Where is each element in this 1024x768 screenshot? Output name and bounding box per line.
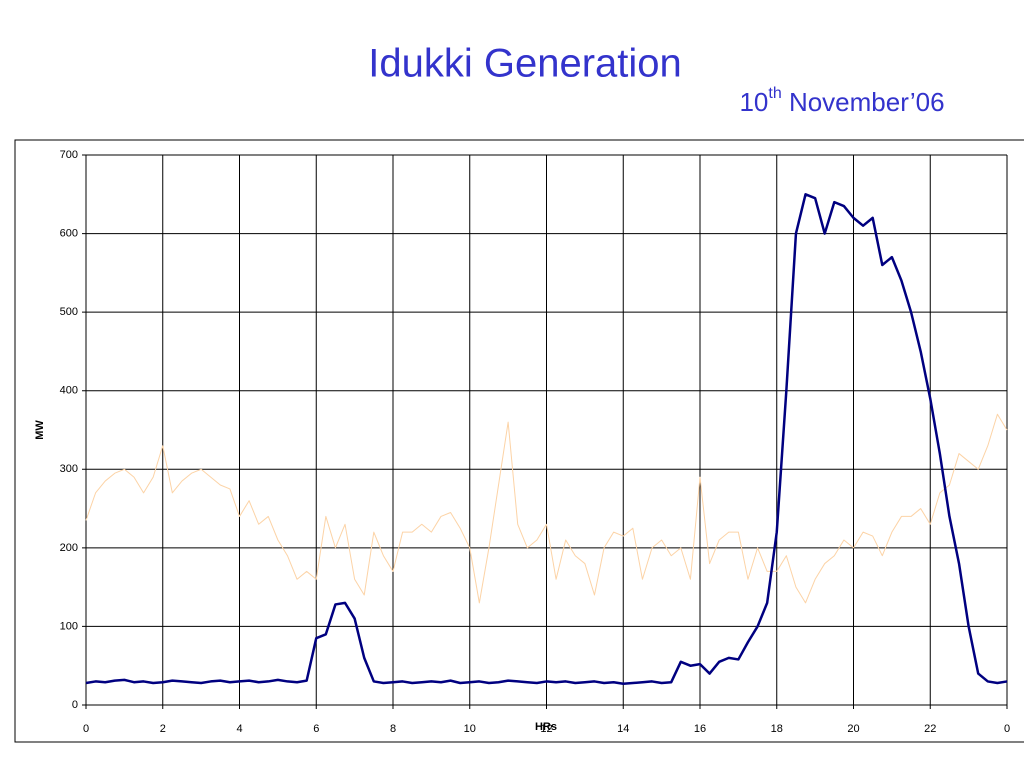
y-tick-label: 200: [60, 542, 78, 554]
line-series: [85, 413, 1008, 604]
y-axis-label: MW: [34, 420, 46, 440]
x-tick-label: 0: [1004, 723, 1010, 735]
x-tick-label: 20: [847, 723, 859, 735]
subtitle-suffix: th: [768, 85, 781, 102]
x-tick-label: 6: [313, 723, 319, 735]
chart-subtitle: 10th November’06: [739, 85, 944, 117]
x-tick-label: 10: [464, 723, 476, 735]
x-tick-label: 0: [83, 723, 89, 735]
x-tick-label: 4: [236, 723, 242, 735]
x-tick-label: 14: [617, 723, 629, 735]
x-axis-label: HRs: [535, 721, 557, 733]
y-tick-label: 100: [60, 620, 78, 632]
chart-frame: [14, 139, 1024, 743]
y-tick-label: 300: [60, 463, 78, 475]
x-tick-label: 2: [160, 723, 166, 735]
y-tick-label: 0: [72, 699, 78, 711]
x-tick-label: 18: [771, 723, 783, 735]
subtitle-rest: November’06: [782, 87, 945, 117]
x-tick-label: 22: [924, 723, 936, 735]
y-tick-label: 700: [60, 149, 78, 161]
subtitle-number: 10: [739, 87, 768, 117]
y-tick-label: 500: [60, 306, 78, 318]
x-tick-label: 12: [540, 723, 552, 735]
y-tick-label: 600: [60, 227, 78, 239]
chart-title: Idukki Generation: [368, 42, 682, 86]
x-tick-label: 16: [694, 723, 706, 735]
y-tick-label: 400: [60, 385, 78, 397]
line-series: [85, 193, 1008, 686]
x-tick-label: 8: [390, 723, 396, 735]
